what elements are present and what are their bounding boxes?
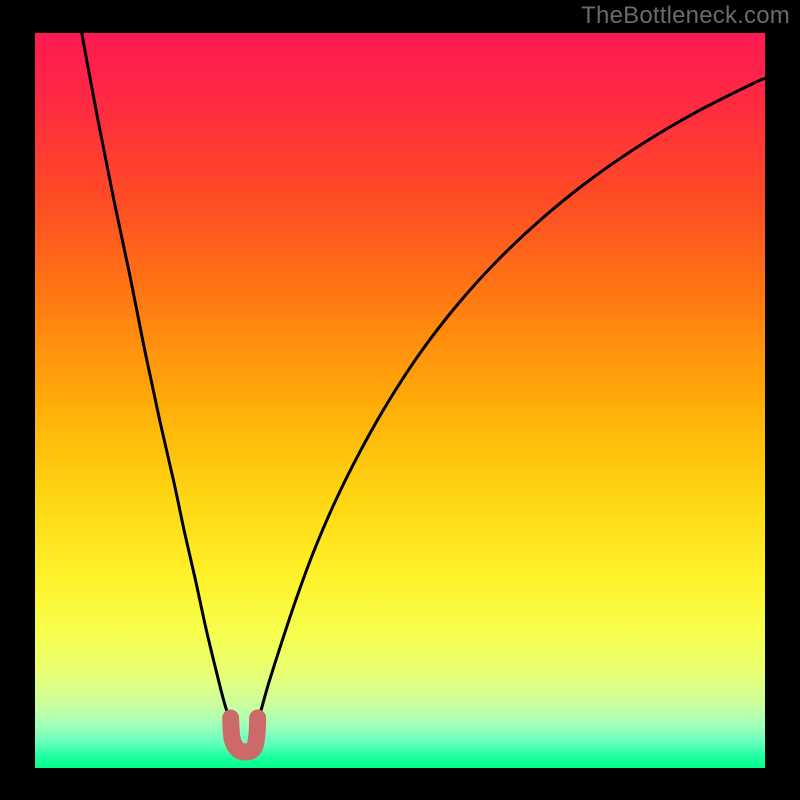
gradient-background [35,33,765,768]
chart-stage: TheBottleneck.com [0,0,800,800]
bottleneck-plot [0,0,800,800]
watermark-text: TheBottleneck.com [581,2,790,30]
